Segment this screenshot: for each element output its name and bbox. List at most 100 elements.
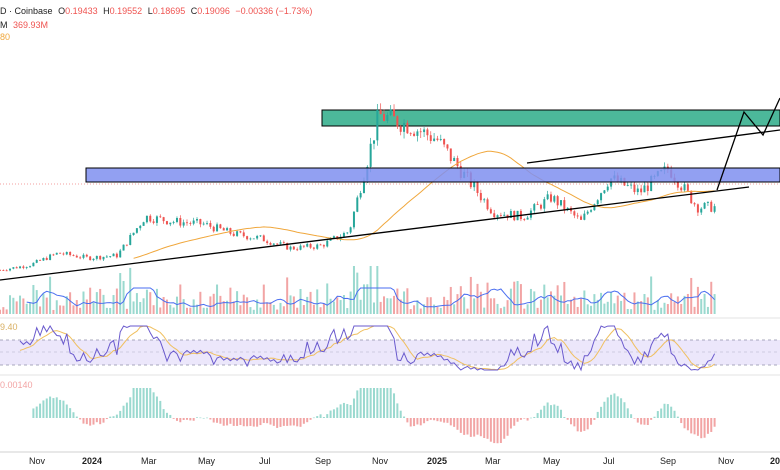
- macd-bar: [399, 410, 402, 418]
- candle-body: [5, 270, 8, 272]
- upper-channel-line[interactable]: [526, 129, 780, 164]
- macd-bar: [326, 414, 329, 418]
- macd-bar: [486, 418, 489, 439]
- volume-bar: [459, 286, 462, 314]
- volume-bar: [19, 295, 22, 314]
- volume-bar: [643, 294, 646, 314]
- volume-bar: [636, 301, 639, 314]
- rising-support-trendline[interactable]: [0, 186, 750, 281]
- macd-bar: [439, 418, 442, 422]
- candle-body: [25, 267, 28, 268]
- ma-legend[interactable]: 80: [0, 32, 13, 42]
- resistance-zone[interactable]: [321, 109, 780, 127]
- macd-bar: [526, 418, 529, 421]
- macd-bar: [209, 418, 212, 420]
- candle-body: [396, 116, 399, 127]
- candle-body: [386, 115, 389, 121]
- volume-bar: [710, 281, 713, 314]
- macd-bar: [559, 409, 562, 418]
- macd-bar: [576, 418, 579, 432]
- x-tick-label: Mar: [485, 456, 501, 466]
- support-zone[interactable]: [85, 167, 780, 183]
- rsi-pane: [0, 324, 780, 372]
- candle-body: [403, 122, 406, 132]
- volume-bar: [483, 307, 486, 314]
- rsi-legend[interactable]: 9.40: [0, 322, 21, 332]
- candle-body: [322, 245, 325, 247]
- volume-bar: [65, 296, 68, 314]
- macd-bar: [306, 418, 309, 423]
- macd-bar: [573, 418, 576, 427]
- volume-bar: [543, 284, 546, 314]
- macd-bar: [456, 418, 459, 430]
- candle-body: [696, 204, 699, 213]
- volume-bar: [236, 291, 239, 314]
- x-axis: Nov 2024 Mar May Jul Sep Nov 2025 Mar Ma…: [29, 456, 780, 466]
- candle-body: [112, 253, 115, 257]
- macd-bar: [45, 398, 48, 418]
- candle-body: [596, 200, 599, 205]
- volume-bar: [493, 298, 496, 314]
- candle-body: [352, 211, 355, 228]
- candle-body: [79, 257, 82, 259]
- volume-bar: [5, 309, 8, 314]
- candle-body: [563, 200, 566, 210]
- candle-body: [0, 270, 1, 271]
- macd-bar: [543, 405, 546, 418]
- candle-body: [553, 196, 556, 202]
- macd-bar: [379, 388, 382, 418]
- macd-bar: [506, 418, 509, 436]
- volume-bar: [239, 305, 242, 314]
- macd-bar: [85, 418, 88, 425]
- low-label: L: [147, 6, 153, 16]
- macd-value: 0.00140: [0, 380, 33, 390]
- macd-bar: [653, 416, 656, 418]
- macd-bar: [433, 418, 436, 421]
- macd-bar: [159, 400, 162, 418]
- macd-bar: [75, 416, 78, 418]
- volume-bar: [269, 302, 272, 314]
- macd-bar: [139, 388, 142, 418]
- volume-bar: [79, 307, 82, 314]
- candle-body: [610, 178, 613, 187]
- macd-bar: [369, 388, 372, 418]
- volume-bar: [683, 295, 686, 314]
- candle-body: [119, 250, 122, 258]
- macd-bar: [636, 418, 639, 423]
- candle-body: [406, 122, 409, 134]
- x-tick-label: 20: [770, 456, 780, 466]
- macd-legend[interactable]: 0.00140: [0, 380, 36, 390]
- volume-bar: [25, 303, 28, 314]
- volume-bar: [172, 307, 175, 314]
- macd-bar: [466, 418, 469, 435]
- volume-bar: [219, 295, 222, 314]
- volume-legend[interactable]: M 369.93M: [0, 20, 51, 30]
- candle-body: [2, 270, 5, 271]
- candle-body: [372, 140, 375, 144]
- volume-bar: [389, 298, 392, 314]
- volume-bar: [670, 293, 673, 314]
- candle-body: [95, 255, 98, 259]
- candle-body: [309, 243, 312, 248]
- candle-body: [436, 138, 439, 140]
- macd-bar: [52, 398, 55, 418]
- rsi-ma-line: [19, 325, 715, 371]
- volume-bar: [316, 289, 319, 314]
- ohlc-legend[interactable]: D · Coinbase O0.19433 H0.19552 L0.18695 …: [0, 6, 313, 16]
- volume-bar: [109, 307, 112, 314]
- macd-bar: [403, 416, 406, 418]
- projected-breakout-path[interactable]: [716, 97, 780, 191]
- candle-body: [145, 215, 148, 223]
- x-tick-label: Sep: [315, 456, 331, 466]
- volume-bar: [105, 307, 108, 314]
- candle-body: [289, 246, 292, 250]
- macd-bar: [229, 418, 232, 424]
- macd-bar: [155, 396, 158, 418]
- macd-bar: [266, 418, 269, 424]
- candle-body: [182, 222, 185, 226]
- volume-bar: [306, 296, 309, 314]
- macd-bar: [443, 418, 446, 423]
- macd-bar: [72, 412, 75, 418]
- volume-bar: [349, 291, 352, 314]
